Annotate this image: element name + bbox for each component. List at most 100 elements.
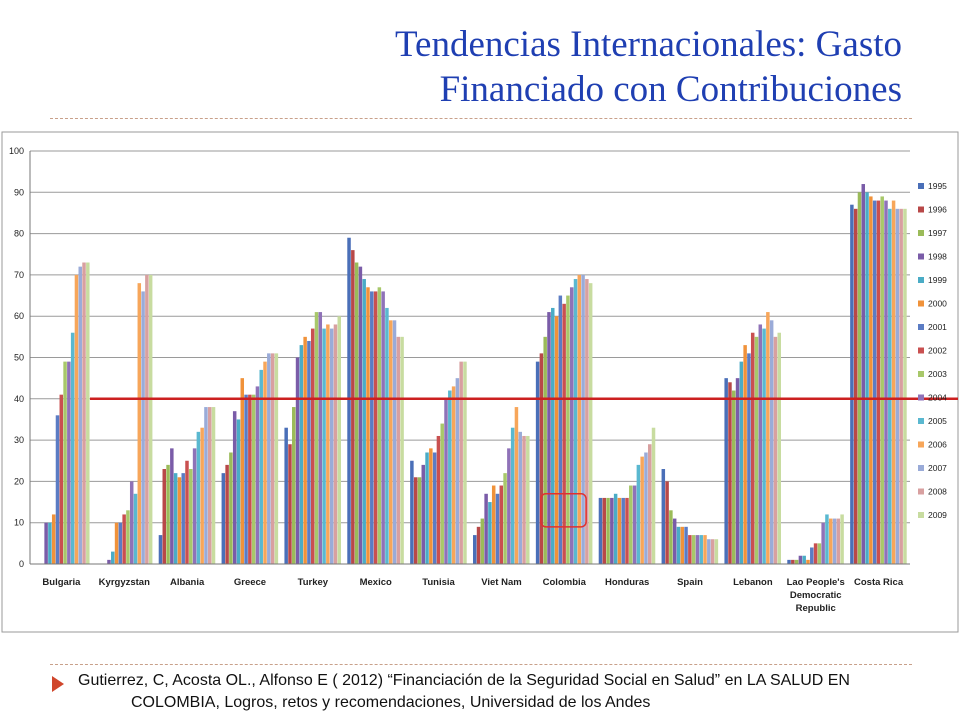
bar	[518, 431, 522, 564]
bar	[625, 497, 629, 564]
bar	[436, 435, 441, 564]
citation: Gutierrez, C, Acosta OL., Alfonso E ( 20…	[78, 670, 938, 714]
legend-swatch	[918, 230, 924, 236]
bar	[236, 419, 241, 564]
bar	[507, 448, 511, 564]
bar	[802, 555, 806, 564]
bar	[573, 279, 578, 564]
bar	[876, 200, 881, 564]
bar	[284, 427, 288, 564]
legend-label: 2005	[928, 416, 947, 426]
bar	[118, 522, 123, 564]
bar	[162, 469, 166, 564]
bar	[200, 427, 204, 564]
bar	[459, 361, 463, 564]
bar	[392, 320, 397, 564]
bar	[672, 518, 677, 564]
bar	[248, 394, 252, 564]
bar	[769, 320, 774, 564]
bar	[55, 415, 60, 564]
bar	[806, 559, 810, 564]
bar	[857, 192, 862, 565]
legend-label: 2007	[928, 463, 947, 473]
bar	[710, 539, 715, 564]
bar	[314, 312, 319, 564]
bar	[526, 435, 530, 564]
bar	[158, 535, 163, 564]
bar	[644, 452, 648, 564]
bar	[491, 485, 496, 564]
x-category-label: Lebanon	[733, 577, 773, 588]
bar	[417, 477, 422, 564]
bar	[473, 535, 477, 564]
legend-swatch	[918, 347, 924, 354]
y-tick-label: 0	[19, 559, 24, 569]
bar	[373, 291, 378, 564]
x-category-label: Greece	[234, 577, 266, 588]
legend-swatch	[918, 183, 924, 189]
bar	[543, 336, 547, 564]
bar	[617, 497, 622, 564]
bar	[602, 497, 606, 564]
bar	[67, 361, 71, 564]
bar	[732, 390, 736, 564]
legend-swatch	[918, 465, 924, 471]
bar	[362, 279, 366, 564]
bar	[455, 378, 460, 564]
bar	[126, 510, 130, 564]
bar	[547, 312, 551, 564]
bar	[255, 386, 260, 564]
bar	[606, 497, 610, 564]
bar	[632, 485, 637, 564]
bar	[773, 336, 778, 564]
legend-label: 2006	[928, 440, 947, 450]
slide-title: Tendencias Internacionales: Gasto Financ…	[42, 22, 902, 112]
bar	[821, 522, 825, 564]
bar	[665, 481, 669, 564]
bar	[680, 526, 685, 564]
bar	[684, 526, 688, 564]
bar	[189, 469, 193, 564]
bar	[503, 473, 507, 564]
bar	[221, 473, 226, 564]
bar	[676, 526, 681, 564]
bar	[173, 473, 178, 564]
bar	[636, 464, 641, 564]
bar	[322, 328, 326, 564]
bar	[48, 522, 52, 564]
bar	[691, 535, 696, 564]
y-tick-label: 80	[14, 229, 24, 239]
bar	[562, 303, 566, 564]
legend-swatch	[918, 394, 924, 401]
x-category-label: Tunisia	[422, 577, 455, 588]
bar	[869, 196, 873, 564]
bar	[903, 208, 907, 564]
legend-label: 2002	[928, 346, 947, 356]
bar	[514, 407, 519, 564]
bar	[370, 291, 374, 564]
bar	[739, 361, 744, 564]
y-tick-label: 60	[14, 311, 24, 321]
bar	[703, 535, 707, 564]
bar	[766, 312, 770, 564]
bar	[699, 535, 703, 564]
bar	[244, 394, 248, 564]
bar	[872, 200, 877, 564]
bar	[444, 398, 448, 564]
bar	[425, 452, 429, 564]
bar	[707, 539, 711, 564]
bar	[714, 539, 719, 564]
bar	[204, 407, 208, 564]
bar	[358, 266, 363, 564]
bar	[133, 493, 138, 564]
x-category-label: Bulgaria	[42, 577, 81, 588]
bar	[307, 340, 311, 564]
bar	[499, 485, 504, 564]
bar	[621, 497, 625, 564]
bar	[758, 324, 763, 564]
bar	[429, 448, 433, 564]
bar	[850, 204, 854, 564]
bar	[610, 497, 614, 564]
legend-label: 1997	[928, 228, 947, 238]
bar	[777, 332, 781, 564]
